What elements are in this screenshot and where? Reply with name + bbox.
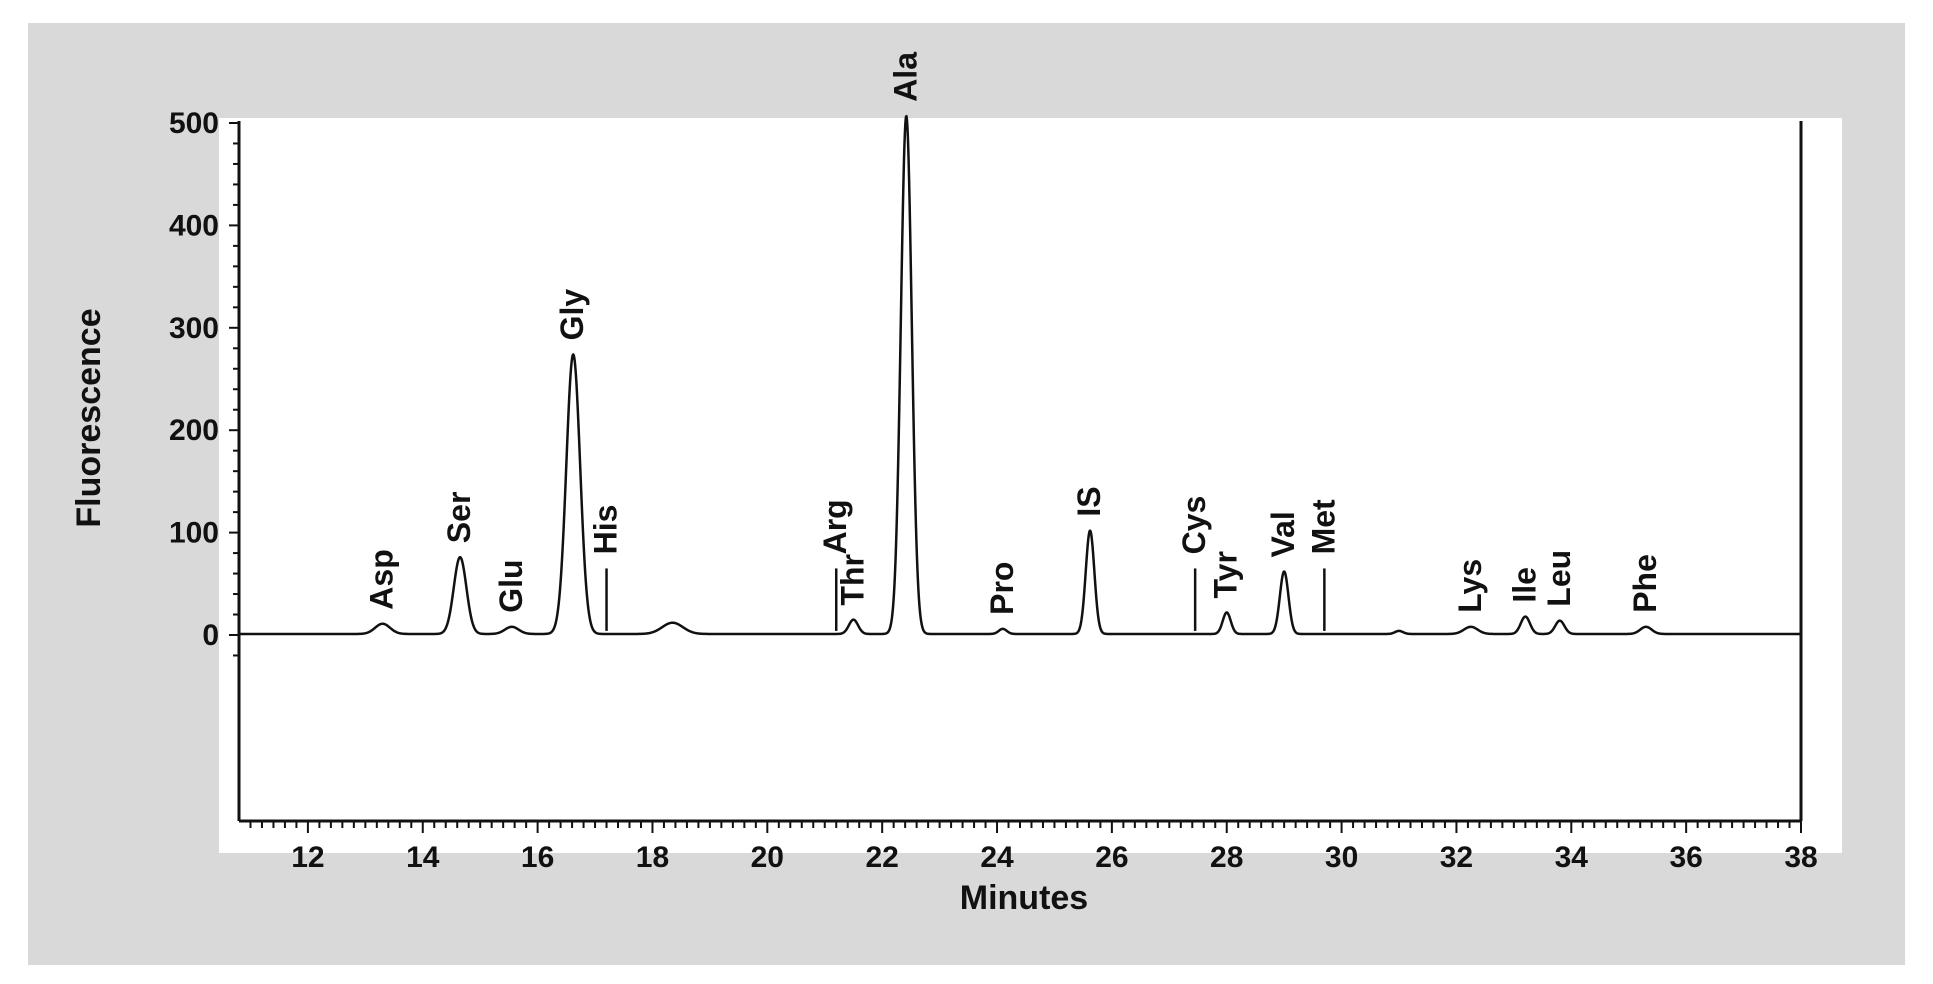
y-axis-title: Fluorescence	[70, 308, 108, 527]
x-tick-label: 32	[1440, 841, 1473, 874]
peak-label-leu: Leu	[1541, 550, 1577, 607]
chromatogram-trace	[238, 114, 1802, 636]
x-tick-label: 34	[1555, 841, 1589, 874]
x-tick-label: 20	[751, 841, 784, 874]
y-tick-label: 200	[169, 414, 219, 447]
marker-label-met: Met	[1305, 499, 1341, 554]
marker-label-arg: Arg	[817, 499, 853, 554]
x-tick-label: 16	[521, 841, 554, 874]
x-tick-label: 18	[636, 841, 669, 874]
y-tick-label: 0	[202, 619, 219, 652]
peak-label-glu: Glu	[493, 559, 529, 612]
figure-frame: 0 100 200 300 400 500 12 14 16 18 20 22 24 26 28 30 32 34…	[28, 23, 1905, 965]
peak-label-asp: Asp	[364, 549, 400, 609]
x-tick-label: 30	[1325, 841, 1358, 874]
x-tick-label: 22	[865, 841, 898, 874]
peak-label-tyr: Tyr	[1208, 551, 1244, 598]
peak-label-pro: Pro	[984, 562, 1020, 615]
plot-area	[219, 118, 1842, 853]
peak-label-ile: Ile	[1506, 567, 1542, 603]
y-tick-label: 300	[169, 312, 219, 345]
peak-label-ser: Ser	[441, 492, 477, 544]
y-tick-label: 100	[169, 517, 219, 550]
peak-label-thr: Thr	[835, 554, 871, 606]
x-tick-label: 12	[291, 841, 324, 874]
axes-group: 0 100 200 300 400 500 12 14 16 18 20 22 24 26 28 30 32 34…	[169, 107, 1818, 874]
marker-label-his: His	[588, 505, 624, 555]
x-tick-label: 24	[980, 841, 1014, 874]
x-axis-title: Minutes	[960, 879, 1088, 917]
marker-group	[605, 568, 1326, 631]
peak-label-phe: Phe	[1627, 554, 1663, 613]
peak-label-is: IS	[1071, 486, 1107, 516]
peak-label-val: Val	[1265, 511, 1301, 557]
marker-label-cys: Cys	[1176, 496, 1212, 555]
x-tick-label: 14	[406, 841, 440, 874]
trace-group	[238, 114, 1802, 636]
peak-label-lys: Lys	[1452, 559, 1488, 613]
x-tick-label: 26	[1095, 841, 1128, 874]
y-tick-label: 500	[169, 107, 219, 140]
x-tick-label: 28	[1210, 841, 1243, 874]
y-tick-label: 400	[169, 209, 219, 242]
x-tick-label: 36	[1669, 841, 1702, 874]
chromatogram-chart: 0 100 200 300 400 500 12 14 16 18 20 22 24 26 28 30 32 34…	[28, 23, 1905, 965]
x-tick-label: 38	[1784, 841, 1817, 874]
peak-label-ala: Ala	[887, 52, 923, 102]
peak-label-gly: Gly	[554, 289, 590, 341]
